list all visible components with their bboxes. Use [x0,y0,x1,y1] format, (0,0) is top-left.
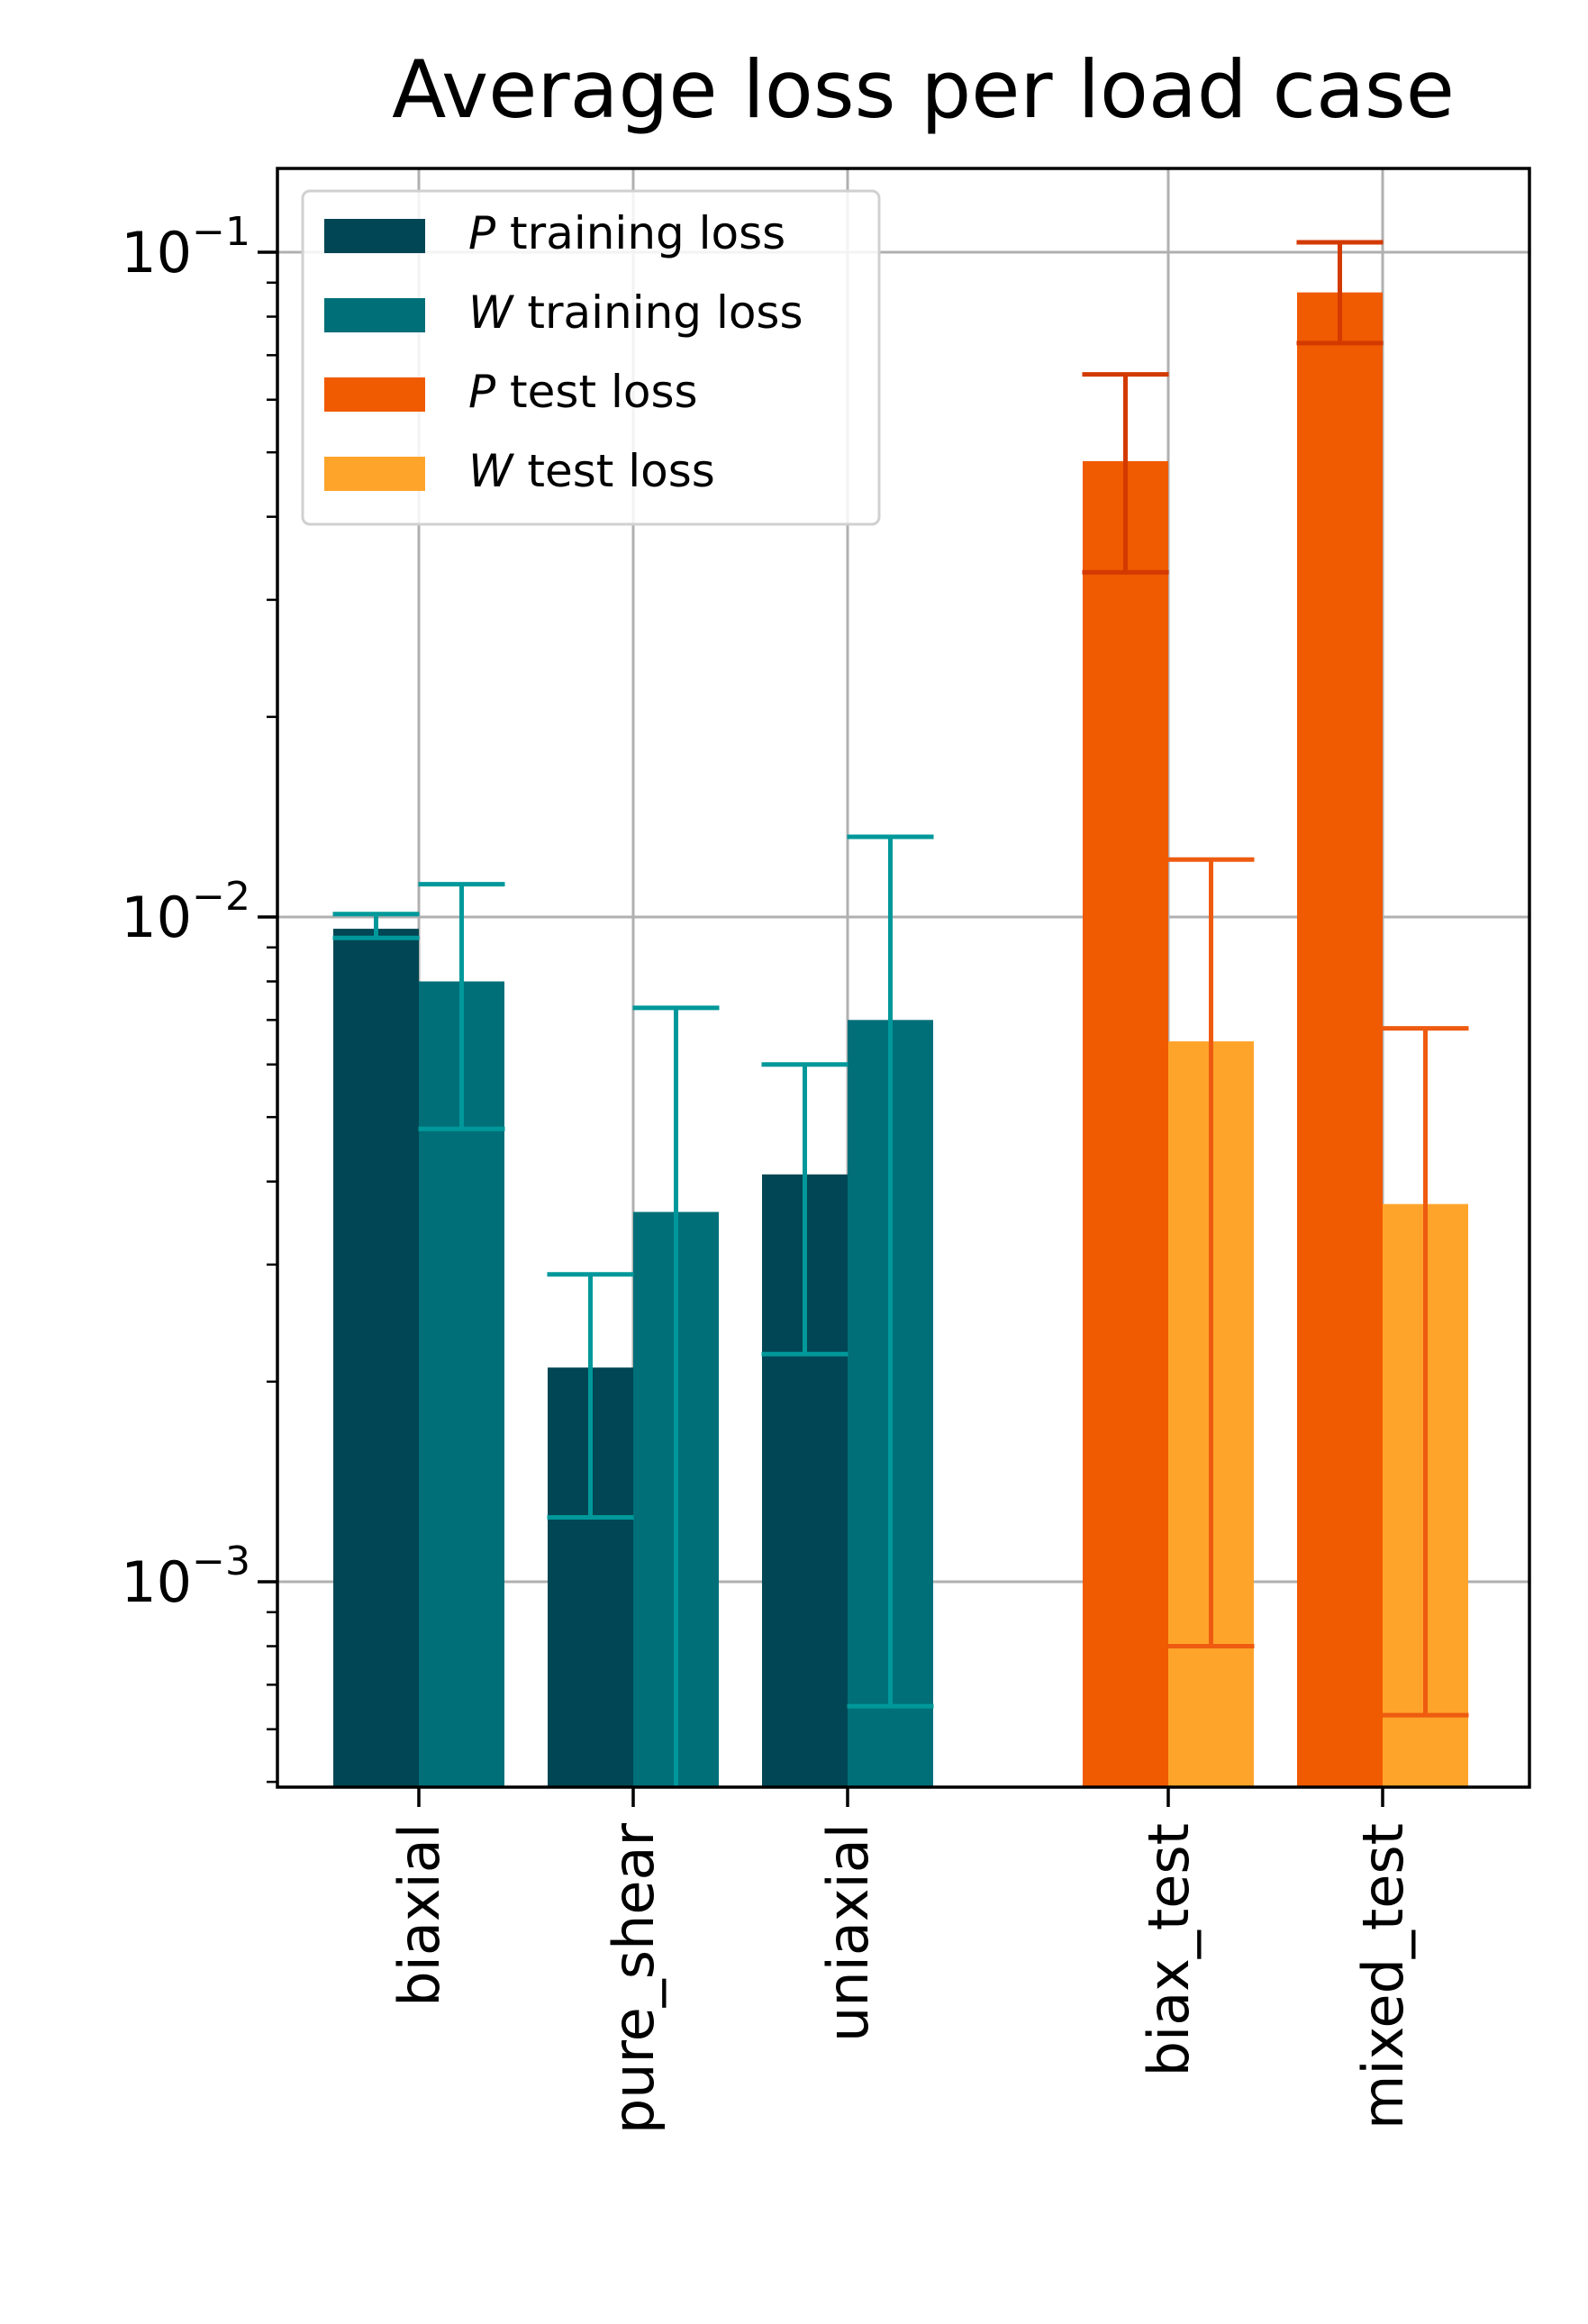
error-bar-w-training-loss-uniaxial [847,834,934,1709]
legend-frame [301,189,881,526]
y-axis: 10−1 10−2 10−3 [121,209,277,1784]
legend-swatch [324,377,425,412]
legend-label: W training loss [468,286,803,339]
y-tick-label: 10−3 [121,1539,250,1615]
x-tick-label-uniaxial: uniaxial [815,1823,881,2042]
legend-item-w-training-loss: W training loss [324,286,803,339]
error-bar-w-test-loss-mixed_test [1382,1026,1469,1718]
legend-label: P test loss [468,366,698,418]
error-bar-p-training-loss-uniaxial [761,1062,848,1357]
legend-swatch [324,457,425,491]
legend-swatch [324,298,425,332]
error-bar-w-training-loss-pure_shear [632,1005,720,1787]
x-axis: biaxial pure_shear uniaxial biax_test mixed_… [386,1787,1416,2134]
y-tick-label: 10−1 [121,209,250,286]
bar-p-training-loss-biaxial [333,929,419,1787]
legend-item-p-test-loss: P test loss [324,366,698,418]
error-bar-w-training-loss-biaxial [418,882,505,1131]
legend-label: P training loss [468,207,785,259]
error-bar-p-training-loss-pure_shear [547,1272,634,1520]
error-bars [332,240,1469,1787]
x-tick-label-pure_shear: pure_shear [601,1822,667,2134]
legend-item-p-training-loss: P training loss [324,207,785,259]
x-tick-label-biaxial: biaxial [386,1823,452,2007]
plot-frame [276,167,1531,1789]
error-bar-p-test-loss-mixed_test [1296,240,1384,346]
legend-swatch [324,219,425,253]
legend-label: W test loss [468,445,715,497]
x-tick-label-biax_test: biax_test [1136,1823,1202,2076]
bar-p-test-loss-mixed_test [1297,292,1383,1788]
bar-p-test-loss-biax_test [1083,460,1168,1787]
legend: P training loss W training loss P test los… [301,189,881,526]
error-bar-p-training-loss-biaxial [332,912,420,940]
y-tick-label: 10−2 [121,874,250,950]
legend-item-w-test-loss: W test loss [324,445,715,497]
x-tick-label-mixed_test: mixed_test [1350,1823,1416,2129]
error-bar-w-test-loss-biax_test [1167,857,1255,1649]
error-bar-p-test-loss-biax_test [1082,372,1169,575]
chart-title: Average loss per load case [392,43,1455,136]
